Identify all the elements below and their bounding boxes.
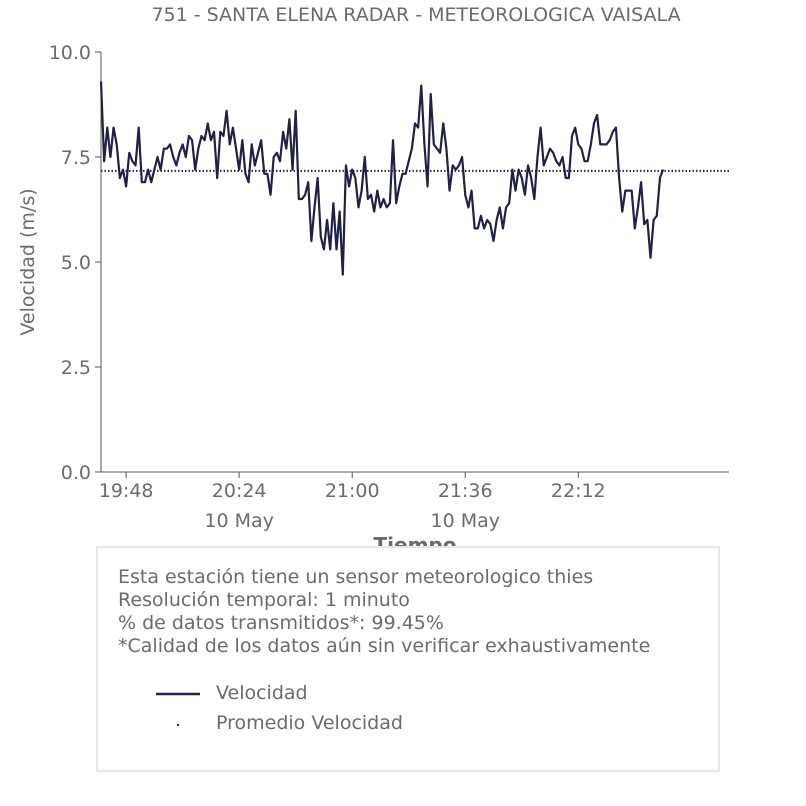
info-text: Esta estación tiene un sensor meteorolog… <box>118 566 650 658</box>
x-tick-label: 21:36 <box>438 480 493 502</box>
x-tick-label: 21:00 <box>325 480 380 502</box>
x-ticks: 19:48 20:24 10 May 21:00 21:36 10 May 22:12 <box>99 472 606 532</box>
x-tick-date-label: 10 May <box>430 510 500 532</box>
info-line-sensor: Esta estación tiene un sensor meteorolog… <box>118 566 594 588</box>
x-tick-label: 19:48 <box>99 480 154 502</box>
y-ticks: 0.0 2.5 5.0 7.5 10.0 <box>49 42 101 484</box>
x-tick-label: 22:12 <box>551 480 606 502</box>
chart-axes <box>100 52 729 473</box>
info-line-transmitted: % de datos transmitidos*: 99.45% <box>118 612 444 634</box>
info-panel: Esta estación tiene un sensor meteorolog… <box>96 546 720 772</box>
x-tick-date-label: 10 May <box>204 510 274 532</box>
y-tick-label: 10.0 <box>49 42 91 64</box>
x-tick-label: 20:24 <box>212 480 267 502</box>
legend-label-velocidad: Velocidad <box>216 682 308 704</box>
y-tick-label: 7.5 <box>61 147 91 169</box>
y-tick-label: 0.0 <box>61 462 91 484</box>
series-line-velocidad <box>99 81 665 276</box>
y-axis-label: Velocidad (m/s) <box>17 188 39 335</box>
legend-swatch-dot <box>176 723 180 727</box>
info-line-resolution: Resolución temporal: 1 minuto <box>118 589 410 611</box>
info-line-quality: *Calidad de los datos aún sin verificar … <box>118 635 651 657</box>
y-tick-label: 5.0 <box>61 252 91 274</box>
legend-label-promedio: Promedio Velocidad <box>216 712 403 734</box>
series-group <box>99 81 729 276</box>
y-tick-label: 2.5 <box>61 357 91 379</box>
chart-title: 751 - SANTA ELENA RADAR - METEOROLOGICA … <box>151 4 680 26</box>
legend-swatch-line <box>156 692 200 696</box>
